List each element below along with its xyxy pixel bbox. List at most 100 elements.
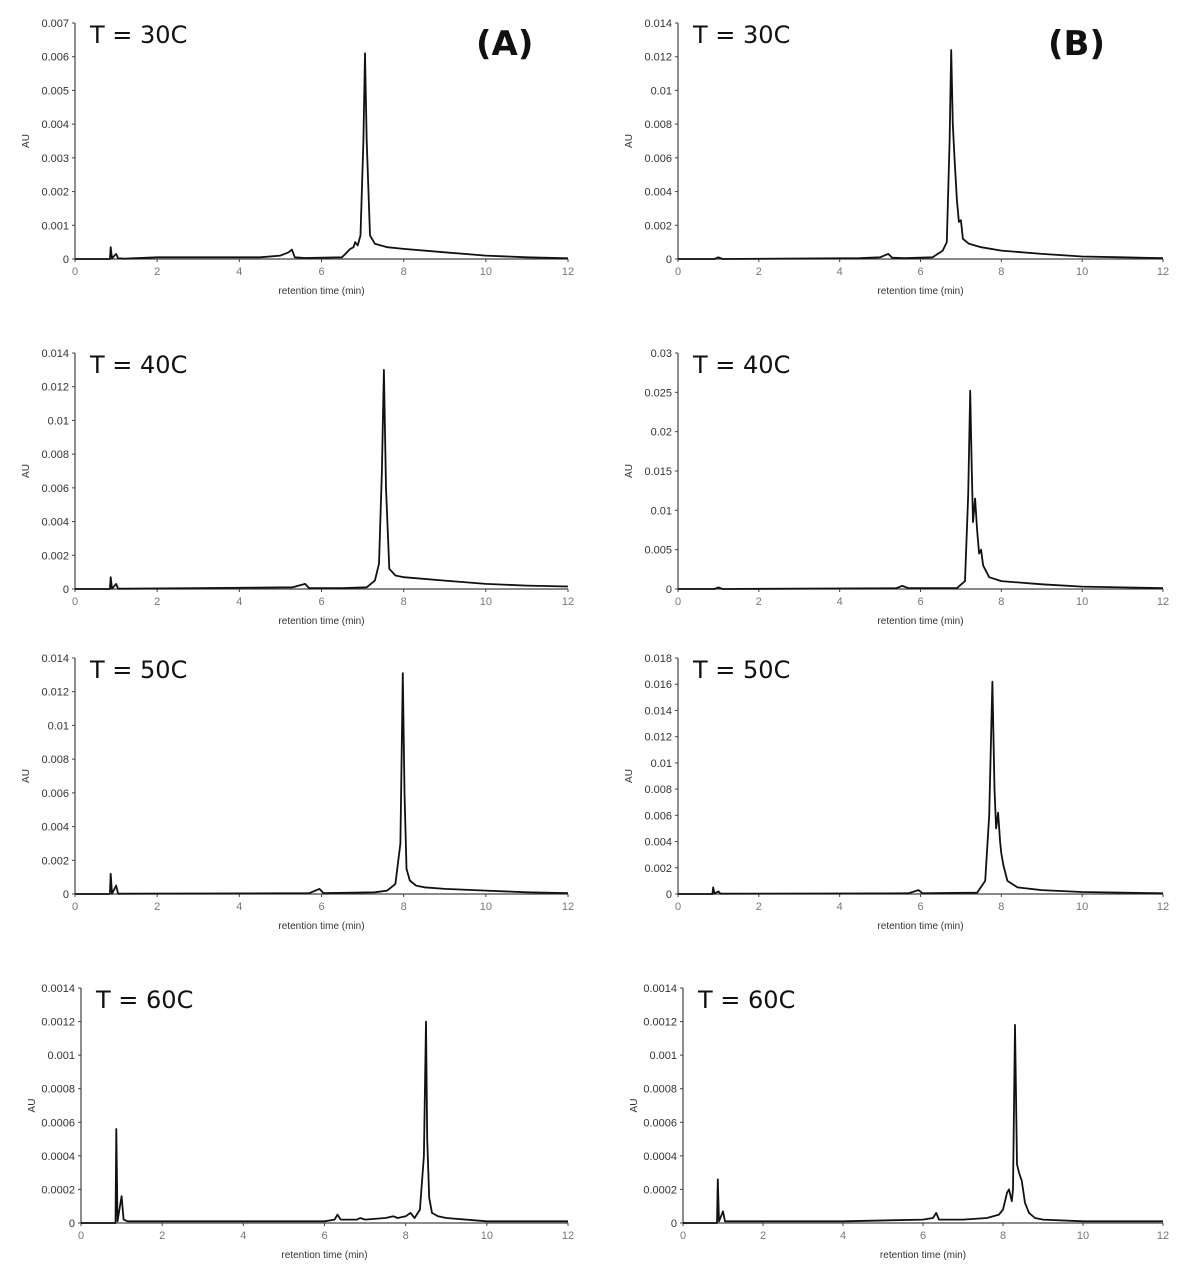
y-tick-label: 0 bbox=[671, 1218, 677, 1230]
chromatogram-panel-a-50c: 0 0.002 0.004 0.006 0.008 0.01 0.012 0.014 0 2 4 6 8… bbox=[21, 653, 574, 932]
x-axis-label: retention time (min) bbox=[877, 921, 963, 932]
y-tick-label: 0.014 bbox=[41, 348, 69, 360]
temperature-label: T = 50C bbox=[692, 656, 790, 684]
chromatogram-panel-b-40c: 0 0.005 0.01 0.015 0.02 0.025 0.03 0 2 4 6 8 10 12 ret… bbox=[624, 348, 1169, 627]
y-tick-label: 0.001 bbox=[649, 1050, 677, 1062]
x-axis-label: retention time (min) bbox=[877, 286, 963, 297]
x-tick-label: 0 bbox=[675, 596, 681, 608]
y-tick-label: 0.004 bbox=[644, 837, 672, 849]
x-tick-label: 6 bbox=[917, 596, 923, 608]
y-tick-label: 0.0002 bbox=[41, 1184, 75, 1196]
x-tick-label: 6 bbox=[321, 1230, 327, 1242]
x-tick-label: 6 bbox=[318, 266, 324, 278]
y-tick-label: 0.0012 bbox=[643, 1017, 677, 1029]
x-tick-label: 10 bbox=[481, 1230, 493, 1242]
y-axis-label: AU bbox=[27, 1099, 38, 1113]
x-tick-label: 4 bbox=[236, 901, 242, 913]
x-tick-label: 6 bbox=[917, 266, 923, 278]
y-tick-label: 0.008 bbox=[41, 449, 69, 461]
chromatogram-panel-b-30c: 0 0.002 0.004 0.006 0.008 0.01 0.012 0.014 0 2 4 6 8… bbox=[624, 18, 1169, 297]
x-tick-label: 4 bbox=[837, 266, 843, 278]
y-tick-label: 0.005 bbox=[644, 545, 672, 557]
x-tick-label: 12 bbox=[1157, 1230, 1169, 1242]
y-tick-label: 0.004 bbox=[41, 822, 69, 834]
x-tick-label: 2 bbox=[760, 1230, 766, 1242]
y-tick-label: 0.012 bbox=[41, 687, 69, 699]
chromatogram-panel-b-50c: 0 0.002 0.004 0.006 0.008 0.01 0.012 0.014 0.016… bbox=[624, 653, 1169, 932]
x-axis-label: retention time (min) bbox=[278, 921, 364, 932]
x-tick-label: 8 bbox=[401, 596, 407, 608]
y-tick-label: 0.015 bbox=[644, 466, 672, 478]
x-tick-label: 10 bbox=[480, 901, 492, 913]
chromatogram-trace bbox=[75, 672, 569, 895]
x-tick-label: 0 bbox=[72, 596, 78, 608]
y-tick-label: 0.006 bbox=[644, 810, 672, 822]
chromatogram-trace bbox=[678, 389, 1164, 590]
y-tick-label: 0.008 bbox=[644, 784, 672, 796]
y-tick-label: 0.01 bbox=[48, 415, 69, 427]
x-tick-label: 8 bbox=[403, 1230, 409, 1242]
x-axis-label: retention time (min) bbox=[278, 286, 364, 297]
y-tick-label: 0.004 bbox=[41, 119, 69, 131]
y-tick-label: 0.002 bbox=[644, 863, 672, 875]
chromatogram-panel-a-40c: 0 0.002 0.004 0.006 0.008 0.01 0.012 0.014 0 2 4 6 8… bbox=[21, 348, 574, 627]
y-tick-label: 0.0014 bbox=[643, 983, 677, 995]
y-tick-label: 0.0006 bbox=[643, 1117, 677, 1129]
chromatogram-trace bbox=[75, 52, 569, 260]
y-axis-label: AU bbox=[21, 464, 32, 478]
chromatogram-trace bbox=[678, 49, 1164, 260]
x-tick-label: 12 bbox=[562, 266, 574, 278]
x-tick-label: 4 bbox=[236, 596, 242, 608]
y-tick-label: 0.0004 bbox=[643, 1151, 677, 1163]
x-tick-label: 2 bbox=[756, 901, 762, 913]
y-tick-label: 0.0008 bbox=[643, 1084, 677, 1096]
y-tick-label: 0 bbox=[666, 584, 672, 596]
chromatogram-panel-b-60c: 0 0.0002 0.0004 0.0006 0.0008 0.001 0.0012 0.00… bbox=[629, 983, 1169, 1261]
y-axis-label: AU bbox=[21, 769, 32, 783]
y-tick-label: 0.01 bbox=[651, 505, 672, 517]
temperature-label: T = 40C bbox=[89, 351, 187, 379]
y-tick-label: 0.006 bbox=[41, 788, 69, 800]
chromatogram-panel-a-60c: 0 0.0002 0.0004 0.0006 0.0008 0.001 0.0012 0.00… bbox=[27, 983, 574, 1261]
x-tick-label: 12 bbox=[562, 1230, 574, 1242]
x-tick-label: 8 bbox=[401, 266, 407, 278]
temperature-label: T = 60C bbox=[95, 986, 193, 1014]
x-tick-label: 10 bbox=[480, 596, 492, 608]
x-axis-label: retention time (min) bbox=[281, 1250, 367, 1261]
x-tick-label: 8 bbox=[401, 901, 407, 913]
x-tick-label: 0 bbox=[675, 266, 681, 278]
y-axis-label: AU bbox=[624, 769, 635, 783]
y-tick-label: 0.01 bbox=[651, 85, 672, 97]
y-tick-label: 0.025 bbox=[644, 387, 672, 399]
x-tick-label: 4 bbox=[840, 1230, 846, 1242]
x-tick-label: 12 bbox=[562, 596, 574, 608]
y-tick-label: 0.006 bbox=[41, 483, 69, 495]
x-tick-label: 4 bbox=[236, 266, 242, 278]
panel-label-a: (A) bbox=[476, 24, 533, 64]
x-tick-label: 10 bbox=[1077, 1230, 1089, 1242]
x-tick-label: 0 bbox=[675, 901, 681, 913]
y-tick-label: 0.005 bbox=[41, 85, 69, 97]
y-tick-label: 0.012 bbox=[41, 382, 69, 394]
y-tick-label: 0 bbox=[69, 1218, 75, 1230]
x-tick-label: 8 bbox=[1000, 1230, 1006, 1242]
y-axis-label: AU bbox=[624, 464, 635, 478]
x-tick-label: 2 bbox=[756, 266, 762, 278]
x-tick-label: 8 bbox=[998, 266, 1004, 278]
x-tick-label: 12 bbox=[1157, 901, 1169, 913]
y-tick-label: 0.0002 bbox=[643, 1184, 677, 1196]
y-tick-label: 0.01 bbox=[651, 758, 672, 770]
x-tick-label: 10 bbox=[480, 266, 492, 278]
x-tick-label: 8 bbox=[998, 901, 1004, 913]
x-tick-label: 12 bbox=[1157, 266, 1169, 278]
y-tick-label: 0.0006 bbox=[41, 1117, 75, 1129]
y-tick-label: 0.003 bbox=[41, 153, 69, 165]
y-tick-label: 0.001 bbox=[47, 1050, 75, 1062]
y-tick-label: 0 bbox=[666, 889, 672, 901]
x-tick-label: 0 bbox=[72, 266, 78, 278]
x-tick-label: 2 bbox=[154, 266, 160, 278]
x-tick-label: 0 bbox=[78, 1230, 84, 1242]
y-tick-label: 0 bbox=[63, 584, 69, 596]
x-axis-label: retention time (min) bbox=[877, 616, 963, 627]
y-axis-label: AU bbox=[629, 1099, 640, 1113]
